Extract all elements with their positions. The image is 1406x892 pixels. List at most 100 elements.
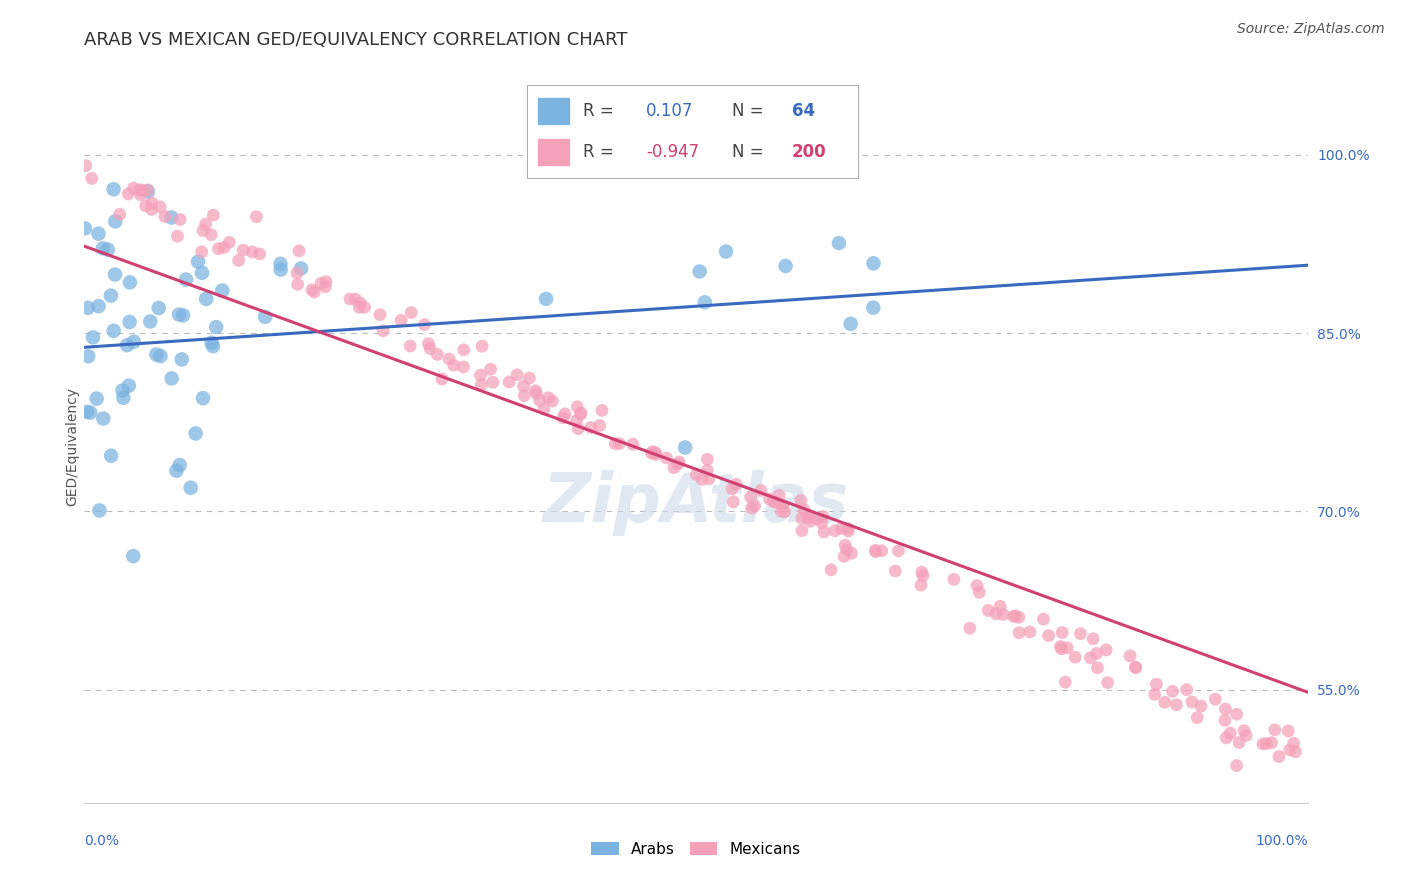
Point <box>1032 612 1054 626</box>
Point <box>641 444 664 458</box>
Point <box>191 391 214 405</box>
Point <box>579 420 602 434</box>
Point <box>1069 626 1091 640</box>
Point <box>693 295 716 310</box>
Point <box>621 437 644 451</box>
Point <box>426 347 449 361</box>
Point <box>993 607 1015 622</box>
Point <box>76 405 98 419</box>
Point <box>1125 660 1147 674</box>
Point <box>228 253 250 268</box>
Point <box>790 524 813 538</box>
Text: 0.107: 0.107 <box>647 102 693 120</box>
Text: ARAB VS MEXICAN GED/EQUIVALENCY CORRELATION CHART: ARAB VS MEXICAN GED/EQUIVALENCY CORRELAT… <box>84 31 628 49</box>
Point <box>768 488 790 502</box>
Point <box>205 320 228 334</box>
Point <box>697 472 720 486</box>
Point <box>567 422 589 436</box>
Point <box>76 301 98 315</box>
Point <box>1284 745 1306 759</box>
Point <box>349 300 371 314</box>
Point <box>141 195 163 210</box>
Point <box>1050 625 1073 640</box>
Point <box>942 573 965 587</box>
Point <box>479 362 502 376</box>
Point <box>453 359 475 374</box>
Point <box>314 279 336 293</box>
Point <box>565 414 588 428</box>
Point <box>443 358 465 372</box>
Point <box>170 352 193 367</box>
Point <box>655 450 678 465</box>
Point <box>184 426 207 441</box>
Point <box>104 268 127 282</box>
Point <box>824 524 846 538</box>
Point <box>290 261 312 276</box>
Point <box>270 262 292 277</box>
Point <box>865 544 887 558</box>
Text: 100.0%: 100.0% <box>1256 834 1308 848</box>
Point <box>865 543 887 558</box>
Point <box>201 339 224 353</box>
Point <box>1002 609 1025 624</box>
Point <box>1018 624 1040 639</box>
Point <box>118 276 141 290</box>
Point <box>145 347 167 361</box>
Point <box>1185 711 1208 725</box>
Point <box>1189 699 1212 714</box>
Point <box>180 481 202 495</box>
Point <box>118 315 141 329</box>
Point <box>773 505 796 519</box>
Point <box>254 310 277 324</box>
Point <box>1085 647 1108 661</box>
Point <box>187 254 209 268</box>
Point <box>201 335 224 350</box>
Point <box>1268 749 1291 764</box>
Point <box>301 283 323 297</box>
Point <box>804 512 827 526</box>
Point <box>554 407 576 421</box>
Point <box>837 521 859 535</box>
Point <box>966 579 988 593</box>
Point <box>959 621 981 635</box>
Point <box>744 499 766 513</box>
Point <box>763 495 786 509</box>
Point <box>772 499 794 513</box>
Point <box>969 585 991 599</box>
Point <box>1234 728 1257 742</box>
Point <box>498 375 520 389</box>
Point <box>82 330 104 344</box>
Text: 0.0%: 0.0% <box>84 834 120 848</box>
Point <box>115 338 138 352</box>
Point <box>419 342 441 356</box>
Point <box>1050 641 1073 656</box>
Text: -0.947: -0.947 <box>647 144 699 161</box>
Point <box>1278 743 1301 757</box>
Point <box>506 368 529 382</box>
Point <box>304 285 326 299</box>
Point <box>689 264 711 278</box>
Point <box>136 183 159 197</box>
Point <box>524 386 547 401</box>
Point <box>775 259 797 273</box>
Point <box>640 446 662 460</box>
Point <box>87 227 110 241</box>
Point <box>202 208 225 222</box>
Point <box>315 275 337 289</box>
Point <box>1087 661 1109 675</box>
Point <box>131 183 153 197</box>
Point <box>309 277 332 291</box>
Point <box>977 603 1000 617</box>
Point <box>841 546 863 560</box>
Point <box>884 564 907 578</box>
Point <box>605 436 627 450</box>
Point <box>887 543 910 558</box>
Legend: Arabs, Mexicans: Arabs, Mexicans <box>585 836 807 863</box>
Point <box>512 379 534 393</box>
Point <box>1227 735 1250 749</box>
Point <box>1038 629 1060 643</box>
Point <box>749 483 772 498</box>
Point <box>149 200 172 214</box>
Point <box>828 236 851 251</box>
Point <box>837 524 859 538</box>
